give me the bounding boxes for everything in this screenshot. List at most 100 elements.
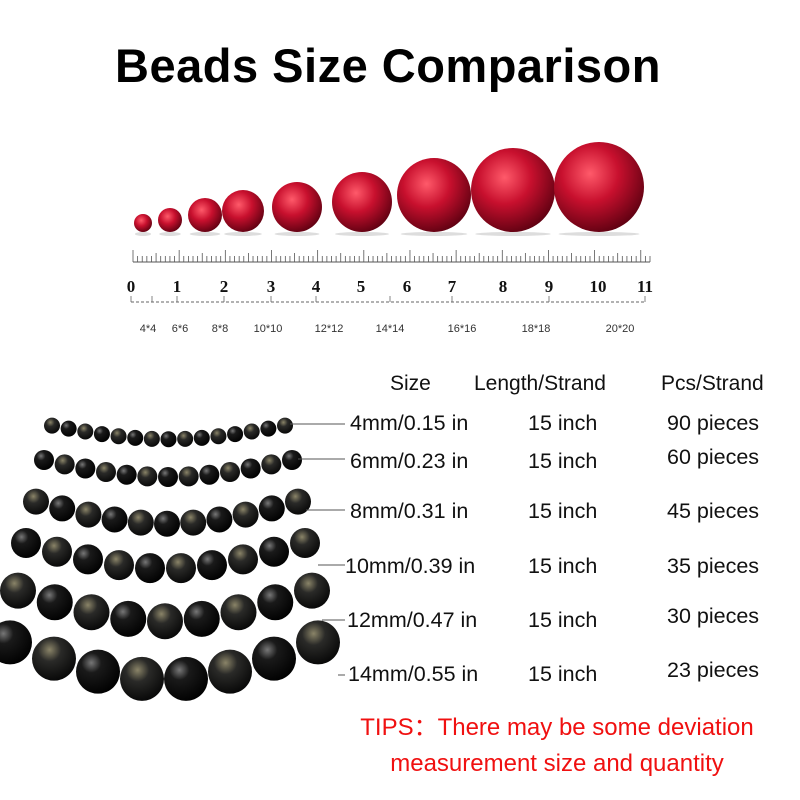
bracelet-bead (60, 420, 77, 437)
ruler-number: 9 (545, 277, 554, 296)
bracelet-bead (166, 553, 196, 584)
ruler-number: 8 (499, 277, 508, 296)
cell-pcs: 30 pieces (667, 604, 760, 628)
bracelet-bead (11, 528, 41, 558)
bracelet-bead (23, 488, 49, 515)
bracelet-bead (44, 417, 60, 434)
bracelet-bead (137, 466, 158, 487)
cell-pcs: 45 pieces (667, 499, 760, 523)
tips-line-2: measurement size and quantity (390, 750, 724, 777)
cell-pcs: 90 pieces (667, 411, 760, 435)
bracelet-bead (104, 550, 134, 581)
bracelet-bead (257, 584, 294, 621)
bracelet-bead (261, 454, 282, 475)
red-bead (134, 214, 152, 232)
ruler-number: 4 (312, 277, 321, 296)
header-pcs: Pcs/Strand (661, 372, 764, 395)
bracelet-bead (282, 450, 302, 470)
bracelet-bead (36, 584, 73, 621)
bracelet-bead (259, 536, 289, 567)
red-bead (471, 148, 555, 232)
bracelet-bead (177, 430, 194, 447)
bracelet-bead (206, 506, 233, 533)
bracelet (11, 528, 320, 584)
header-length: Length/Strand (474, 372, 606, 395)
size-label: 14*14 (376, 323, 405, 335)
bracelet-bead (252, 636, 296, 681)
ruler-number: 2 (220, 277, 229, 296)
bracelet-bead (75, 458, 96, 479)
bracelet (0, 572, 330, 640)
bracelet-bead (199, 464, 220, 485)
bracelet-bead (49, 495, 76, 522)
bracelet-bead (160, 431, 177, 448)
size-label: 18*18 (522, 323, 551, 335)
red-bead (188, 198, 222, 232)
bracelet-bead (116, 464, 137, 485)
bracelet-bead (73, 594, 110, 631)
bracelet-bead (34, 450, 54, 470)
bracelet-bead (96, 462, 116, 483)
ruler-number: 0 (127, 277, 136, 296)
bracelet-bead (127, 429, 144, 446)
bracelet-bead (183, 600, 220, 637)
bracelet-bead (178, 466, 199, 487)
ruler-number: 10 (590, 277, 607, 296)
red-bead (397, 158, 471, 232)
ruler-number: 6 (403, 277, 412, 296)
size-label: 20*20 (606, 323, 635, 335)
bracelet-bead (197, 550, 227, 581)
ruler-number: 1 (173, 277, 182, 296)
ruler-number: 11 (637, 277, 653, 296)
bracelet-bead (77, 423, 94, 440)
bracelet-bead (54, 454, 75, 475)
cell-length: 15 inch (528, 411, 598, 435)
red-bead (158, 208, 182, 232)
cell-pcs: 60 pieces (667, 445, 760, 469)
bracelet-bead (210, 428, 227, 445)
size-label: 12*12 (315, 323, 344, 335)
page-title: Beads Size Comparison (115, 39, 661, 92)
size-label: 16*16 (448, 323, 477, 335)
bracelet-bead (232, 501, 259, 528)
cell-pcs: 23 pieces (667, 658, 760, 682)
bracelet-bead (158, 467, 178, 487)
red-bead-row (134, 142, 644, 236)
bracelet-bead (32, 636, 76, 681)
bracelet-bead (243, 423, 260, 440)
size-label: 6*6 (172, 323, 189, 335)
cell-size: 6mm/0.23 in (350, 449, 469, 473)
bracelet-stack (0, 417, 340, 701)
bracelet-bead (93, 426, 110, 443)
cell-pcs: 35 pieces (667, 554, 760, 578)
bracelet-bead (75, 501, 102, 528)
bracelet-bead (227, 426, 244, 443)
bracelet (44, 417, 293, 448)
size-label: 4*4 (140, 323, 157, 335)
bracelet-bead (154, 510, 180, 537)
bracelet-bead (147, 603, 183, 640)
bracelet-bead (180, 509, 207, 536)
bracelet-bead (76, 649, 120, 694)
size-label: 8*8 (212, 323, 229, 335)
bracelet (34, 450, 302, 487)
bracelet-bead (0, 620, 32, 665)
cell-size: 8mm/0.31 in (350, 499, 469, 523)
bracelet-bead (296, 620, 340, 665)
size-label: 10*10 (254, 323, 283, 335)
ruler: 0 1 2 3 4 5 6 7 8 9 10 11 4*4 6*6 8*8 10*10 12*12 14*14 1… (127, 250, 653, 335)
bracelet-bead (260, 420, 277, 437)
cell-length: 15 inch (528, 554, 598, 578)
bracelet-bead (285, 488, 311, 515)
bracelet-bead (143, 430, 160, 447)
bracelet (0, 620, 340, 701)
ruler-number: 3 (267, 277, 276, 296)
bracelet-bead (228, 544, 258, 575)
ruler-number: 7 (448, 277, 457, 296)
bracelet-bead (135, 553, 165, 584)
cell-size: 10mm/0.39 in (345, 554, 476, 578)
cell-length: 15 inch (528, 608, 598, 632)
bracelet-bead (101, 506, 128, 533)
bracelet (23, 488, 311, 537)
